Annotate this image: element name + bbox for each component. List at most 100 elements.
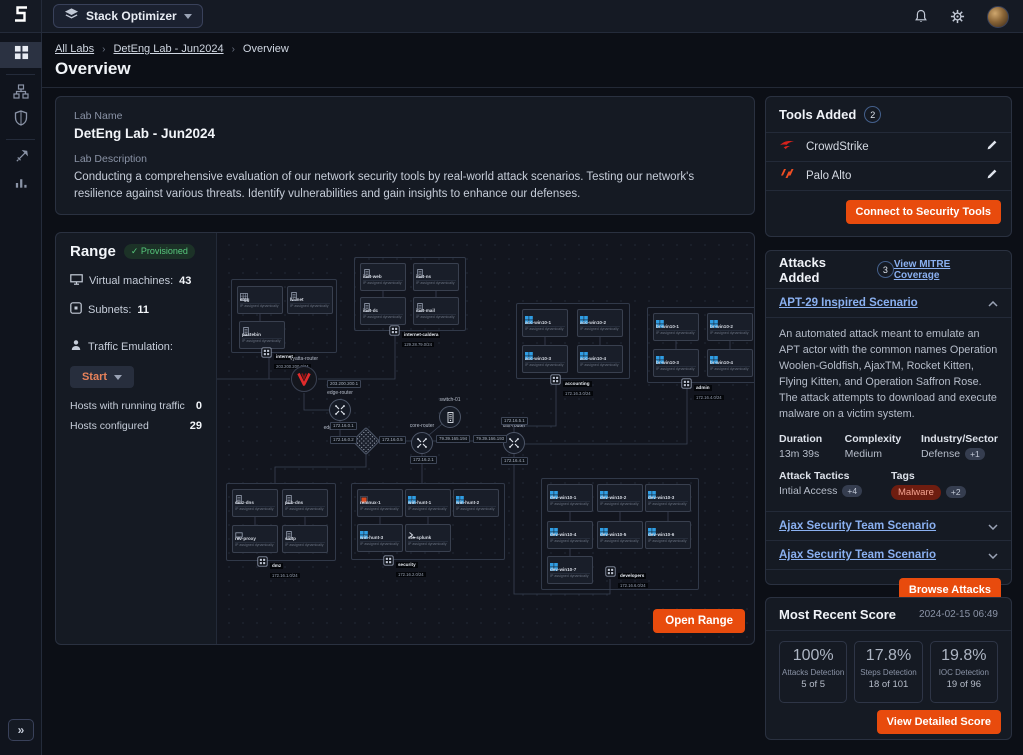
chevron-down-icon[interactable]	[988, 517, 998, 535]
settings-gear-icon[interactable]	[950, 9, 965, 24]
industry-more-badge[interactable]: +1	[965, 447, 985, 460]
host-node-pastebin[interactable]: pastebin IP assigned dynamically	[239, 321, 285, 349]
attack-row-ajax-1[interactable]: Ajax Security Team Scenario	[766, 512, 1011, 541]
windows-icon	[600, 486, 640, 499]
tags-more-badge[interactable]: +2	[945, 486, 966, 499]
edit-pencil-icon[interactable]	[986, 138, 998, 156]
chevron-down-icon[interactable]	[988, 546, 998, 564]
tools-title: Tools Added	[779, 107, 857, 122]
device-dist-router[interactable]	[503, 432, 525, 454]
host-node-acc-win10-2[interactable]: acc-win10-2 IP assigned dynamically	[577, 309, 623, 337]
attack-scenario-link[interactable]: APT-29 Inspired Scenario	[779, 297, 918, 309]
sidebar-item-reports[interactable]	[0, 172, 42, 198]
brand-logo[interactable]	[0, 0, 42, 33]
ip-address-chip: 79.39.166.193	[473, 435, 508, 443]
score-timestamp: 2024-02-15 06:49	[919, 608, 998, 620]
host-node-dev-win10-7[interactable]: dev-win10-7 IP assigned dynamically	[547, 556, 593, 584]
windows-icon	[656, 315, 696, 328]
notifications-bell-icon[interactable]	[914, 9, 928, 24]
most-recent-score-card: Most Recent Score 2024-02-15 06:49 100% …	[765, 597, 1012, 740]
subnet-label-dmz[interactable]: dmz 172.16.1.0/24	[257, 554, 300, 578]
host-node-lv-inet[interactable]: lv-inet IP assigned dynamically	[287, 286, 333, 314]
view-detailed-score-button[interactable]: View Detailed Score	[876, 710, 1001, 734]
malware-tag-badge[interactable]: Malware	[891, 484, 941, 500]
tactics-more-badge[interactable]: +4	[842, 484, 863, 497]
traffic-start-button[interactable]: Start	[70, 366, 134, 388]
view-mitre-coverage-link[interactable]: View MITRE Coverage	[893, 258, 951, 281]
windows-icon	[710, 315, 750, 328]
host-node-inet-mail[interactable]: inet-mail IP assigned dynamically	[413, 297, 459, 325]
attack-scenario-link[interactable]: Ajax Security Team Scenario	[779, 519, 937, 532]
attack-scenario-link[interactable]: Ajax Security Team Scenario	[779, 548, 937, 561]
breadcrumb-current: Overview	[242, 43, 289, 55]
server-icon	[363, 265, 403, 278]
lab-description-label: Lab Description	[74, 153, 147, 165]
subnet-label-accounting[interactable]: accounting 172.16.3.0/24	[550, 372, 593, 396]
host-node-dmz-dns[interactable]: dmz-dns IP assigned dynamically	[232, 489, 278, 517]
subnet-label-developers[interactable]: developers 172.16.6.0/24	[605, 564, 648, 588]
host-node-acc-win10-1[interactable]: acc-win10-1 IP assigned dynamically	[522, 309, 568, 337]
device-label: core-router	[409, 423, 435, 429]
host-node-inet-dc[interactable]: inet-dc IP assigned dynamically	[360, 297, 406, 325]
server-icon	[416, 299, 456, 312]
host-node-br-win10-4[interactable]: br-win10-4 IP assigned dynamically	[707, 349, 753, 377]
subnet-cluster	[354, 257, 466, 331]
connect-security-tools-button[interactable]: Connect to Security Tools	[845, 200, 1001, 224]
server-icon	[285, 527, 325, 540]
host-node-br-win10-1[interactable]: br-win10-1 IP assigned dynamically	[653, 313, 699, 341]
device-switch-01[interactable]	[439, 406, 461, 428]
user-avatar[interactable]	[987, 5, 1009, 28]
attack-row-ajax-2[interactable]: Ajax Security Team Scenario	[766, 541, 1011, 570]
breadcrumb-lab[interactable]: DetEng Lab - Jun2024	[113, 43, 224, 55]
tool-row-paloalto: Palo Alto	[766, 162, 1011, 191]
windows-icon	[648, 486, 688, 499]
host-node-dev-win10-5[interactable]: dev-win10-5 IP assigned dynamically	[597, 521, 643, 549]
breadcrumb-all-labs[interactable]: All Labs	[55, 43, 95, 55]
host-node-rev-proxy[interactable]: rev-proxy IP assigned dynamically	[232, 525, 278, 553]
edit-pencil-icon[interactable]	[986, 167, 998, 185]
layers-icon	[64, 7, 79, 26]
host-node-inet-ns[interactable]: inet-ns IP assigned dynamically	[413, 263, 459, 291]
host-node-br-win10-2[interactable]: br-win10-2 IP assigned dynamically	[707, 313, 753, 341]
host-node-dev-win10-2[interactable]: dev-win10-2 IP assigned dynamically	[597, 484, 643, 512]
subnet-label-internet[interactable]: internet 203.200.200.0/24	[261, 345, 311, 369]
device-vyatta-router[interactable]	[291, 366, 317, 392]
subnet-cluster	[231, 279, 337, 353]
subnet-label-admin[interactable]: admin 172.16.4.0/24	[681, 376, 724, 400]
host-node-win-hunt-2[interactable]: win-hunt-2 IP assigned dynamically	[453, 489, 499, 517]
tool-name: CrowdStrike	[806, 141, 869, 153]
host-node-remnux-1[interactable]: remnux-1 IP assigned dynamically	[357, 489, 403, 517]
host-node-win-hunt-1[interactable]: win-hunt-1 IP assigned dynamically	[405, 489, 451, 517]
ip-address-chip: 172.16.5.1	[501, 417, 528, 425]
hosts-running-value: 0	[195, 400, 202, 412]
host-node-smtp[interactable]: smtp IP assigned dynamically	[282, 525, 328, 553]
subnet-label-internet-caldera[interactable]: internet-caldera 129.28.79.0/24	[389, 323, 441, 347]
host-node-dev-win10-6[interactable]: dev-win10-6 IP assigned dynamically	[645, 521, 691, 549]
host-node-elgg[interactable]: elgg IP assigned dynamically	[237, 286, 283, 314]
host-node-br-win10-3[interactable]: br-win10-3 IP assigned dynamically	[653, 349, 699, 377]
host-node-inet-web[interactable]: inet-web IP assigned dynamically	[360, 263, 406, 291]
attack-row-apt29[interactable]: APT-29 Inspired Scenario	[766, 289, 1011, 318]
open-range-button[interactable]: Open Range	[653, 609, 745, 633]
app-switcher-button[interactable]: Stack Optimizer	[53, 4, 203, 28]
subnet-label-security[interactable]: security 172.16.2.0/24	[383, 553, 426, 577]
device-core-router[interactable]	[411, 432, 433, 454]
sidebar-item-defend[interactable]	[0, 107, 42, 133]
host-node-dev-win10-4[interactable]: dev-win10-4 IP assigned dynamically	[547, 521, 593, 549]
sidebar-item-attack[interactable]	[0, 146, 42, 172]
chevron-up-icon[interactable]	[988, 294, 998, 312]
subnet-icon	[605, 564, 616, 582]
host-node-dev-win10-3[interactable]: dev-win10-3 IP assigned dynamically	[645, 484, 691, 512]
network-diagram-canvas[interactable]: elgg IP assigned dynamically lv-inet IP ass…	[217, 233, 754, 644]
sidebar-collapse-button[interactable]: »	[8, 719, 34, 741]
host-node-acc-win10-4[interactable]: acc-win10-4 IP assigned dynamically	[577, 345, 623, 373]
sidebar-item-network[interactable]	[0, 81, 42, 107]
sidebar-item-dashboard[interactable]	[0, 42, 42, 68]
host-node-win-hunt-3[interactable]: win-hunt-3 IP assigned dynamically	[357, 524, 403, 552]
host-node-pub-dns[interactable]: pub-dns IP assigned dynamically	[282, 489, 328, 517]
host-node-acc-win10-3[interactable]: acc-win10-3 IP assigned dynamically	[522, 345, 568, 373]
host-node-dev-win10-1[interactable]: dev-win10-1 IP assigned dynamically	[547, 484, 593, 512]
subnet-cluster	[541, 478, 699, 590]
host-node-sto-splunk[interactable]: sto-splunk IP assigned dynamically	[405, 524, 451, 552]
device-edge-router[interactable]	[329, 399, 351, 421]
